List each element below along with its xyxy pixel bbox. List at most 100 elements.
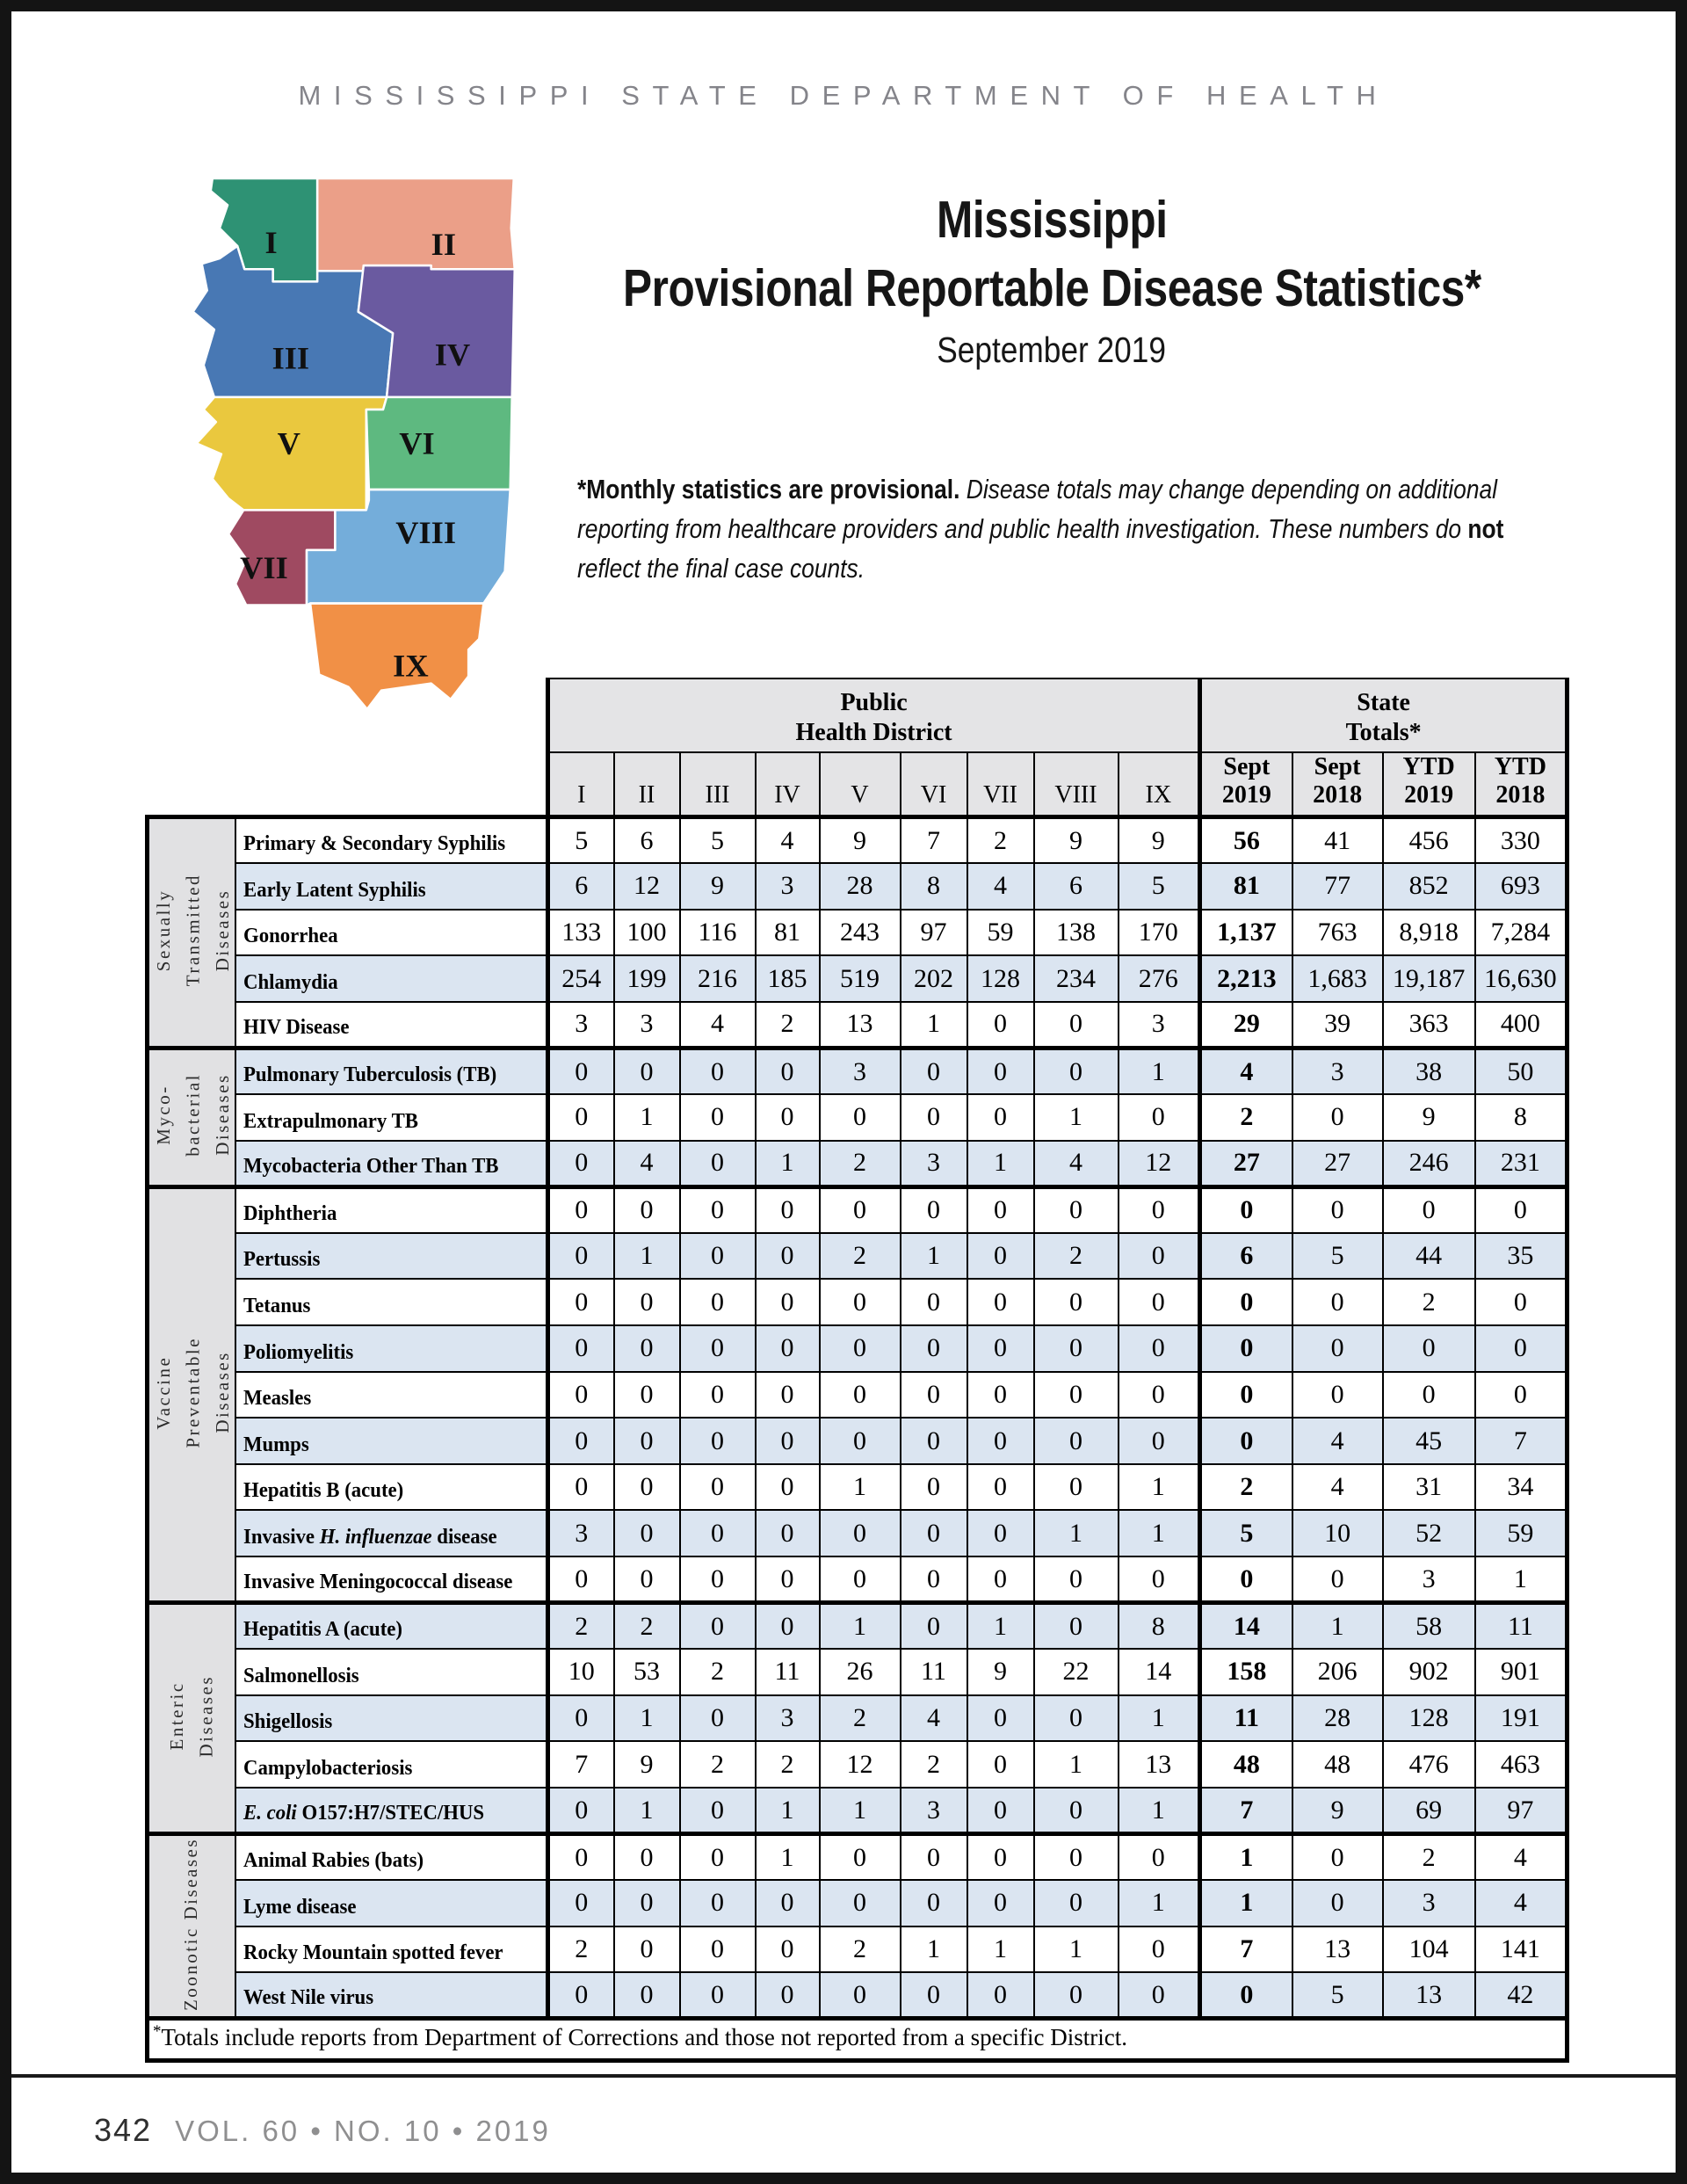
column-header-sept-2018: Sept 2018 xyxy=(1291,751,1384,819)
category-label: Vaccine Preventable Diseases xyxy=(153,1337,234,1448)
value-cell: 2 xyxy=(678,1648,757,1696)
column-header-ytd-2018: YTD 2018 xyxy=(1473,751,1570,819)
value-cell: 0 xyxy=(612,1925,681,1974)
value-cell: 0 xyxy=(899,1462,968,1512)
value-cell: 138 xyxy=(1032,908,1119,957)
value-cell: 97 xyxy=(899,908,968,957)
value-cell: 0 xyxy=(1117,1184,1201,1234)
value-cell: 13 xyxy=(1291,1925,1384,1974)
value-cell: 3 xyxy=(546,1000,615,1049)
value-cell: 0 xyxy=(612,1045,681,1096)
value-cell: 77 xyxy=(1291,862,1384,911)
value-cell: 0 xyxy=(612,1324,681,1373)
value-cell: 0 xyxy=(612,1832,681,1882)
category-label: Sexually Transmitted Diseases xyxy=(153,874,234,987)
value-cell: 5 xyxy=(1117,862,1201,911)
table-body: Sexually Transmitted Diseases Primary & S… xyxy=(145,815,1570,2020)
disease-name-cell: Pulmonary Tuberculosis (TB) xyxy=(234,1045,549,1096)
value-cell: 14 xyxy=(1117,1648,1201,1696)
value-cell: 0 xyxy=(1032,1000,1119,1049)
value-cell: 0 xyxy=(966,1278,1035,1327)
value-cell: 0 xyxy=(1117,1093,1201,1142)
value-cell: 254 xyxy=(546,954,615,1003)
value-cell: 0 xyxy=(678,1786,757,1835)
value-cell: 2 xyxy=(546,1600,615,1651)
value-cell: 11 xyxy=(1198,1694,1293,1743)
value-cell: 476 xyxy=(1381,1740,1476,1789)
value-cell: 1 xyxy=(1032,1740,1119,1789)
value-cell: 0 xyxy=(546,1139,615,1188)
value-cell: 31 xyxy=(1381,1462,1476,1512)
value-cell: 0 xyxy=(678,1556,757,1604)
value-cell: 22 xyxy=(1032,1648,1119,1696)
value-cell: 8 xyxy=(1117,1600,1201,1651)
value-cell: 2 xyxy=(966,815,1035,865)
value-cell: 0 xyxy=(546,1879,615,1927)
column-header-iv: IV xyxy=(754,751,821,819)
table-row: Zoonotic Diseases Animal Rabies (bats) 0 0 0… xyxy=(145,1832,1570,2020)
value-cell: 0 xyxy=(1291,1278,1384,1327)
value-cell: 6 xyxy=(1198,1231,1293,1281)
value-cell: 6 xyxy=(612,815,681,865)
value-cell: 28 xyxy=(1291,1694,1384,1743)
value-cell: 10 xyxy=(1291,1509,1384,1557)
value-cell: 0 xyxy=(1032,1045,1119,1096)
value-cell: 1 xyxy=(1117,1509,1201,1557)
value-cell: 246 xyxy=(1381,1139,1476,1188)
value-cell: 12 xyxy=(818,1740,901,1789)
value-cell: 29 xyxy=(1198,1000,1293,1049)
value-cell: 0 xyxy=(966,1971,1035,2020)
value-cell: 1 xyxy=(966,1925,1035,1974)
table-row: HIV Disease 3 3 4 2 13 1 0 0 3 29 39 363 400 xyxy=(148,1000,1570,1049)
value-cell: 0 xyxy=(1117,1370,1201,1419)
value-cell: 0 xyxy=(899,1509,968,1557)
value-cell: 48 xyxy=(1198,1740,1293,1789)
column-header-vii: VII xyxy=(966,751,1035,819)
disease-name-cell: Invasive H. influenzae disease xyxy=(234,1509,549,1557)
disease-name-cell: Salmonellosis xyxy=(234,1648,549,1696)
value-cell: 0 xyxy=(1117,1231,1201,1281)
value-cell: 0 xyxy=(966,1324,1035,1373)
value-cell: 0 xyxy=(1198,1324,1293,1373)
value-cell: 0 xyxy=(1291,1184,1384,1234)
value-cell: 0 xyxy=(754,1278,821,1327)
value-cell: 1 xyxy=(1032,1509,1119,1557)
disease-name-cell: Hepatitis B (acute) xyxy=(234,1462,549,1512)
value-cell: 3 xyxy=(1381,1879,1476,1927)
value-cell: 1 xyxy=(966,1600,1035,1651)
value-cell: 59 xyxy=(1473,1509,1570,1557)
value-cell: 4 xyxy=(1198,1045,1293,1096)
value-cell: 0 xyxy=(1032,1786,1119,1835)
value-cell: 0 xyxy=(754,1184,821,1234)
table-row: Poliomyelitis 0 0 0 0 0 0 0 0 0 0 0 0 0 xyxy=(148,1324,1570,1373)
note-segment: *Monthly statistics are provisional. xyxy=(577,475,960,504)
header-spacer xyxy=(235,678,548,752)
district-vii-label: VII xyxy=(240,550,288,585)
value-cell: 0 xyxy=(1117,1556,1201,1604)
value-cell: 0 xyxy=(546,1278,615,1327)
value-cell: 3 xyxy=(1117,1000,1201,1049)
value-cell: 16,630 xyxy=(1473,954,1570,1003)
value-cell: 0 xyxy=(612,1462,681,1512)
value-cell: 7 xyxy=(1473,1417,1570,1465)
value-cell: 2 xyxy=(546,1925,615,1974)
value-cell: 35 xyxy=(1473,1231,1570,1281)
value-cell: 11 xyxy=(1473,1600,1570,1651)
header-spacer xyxy=(148,678,235,752)
disease-name-cell: Rocky Mountain spotted fever xyxy=(234,1925,549,1974)
disease-name-cell: Tetanus xyxy=(234,1278,549,1327)
value-cell: 50 xyxy=(1473,1045,1570,1096)
value-cell: 0 xyxy=(1291,1879,1384,1927)
value-cell: 9 xyxy=(818,815,901,865)
column-header-row: I II III IV V VI VII VIII IX Sept 2019 Sept 2018 YT… xyxy=(148,751,1570,819)
column-header-vi: VI xyxy=(899,751,968,819)
value-cell: 116 xyxy=(678,908,757,957)
value-cell: 0 xyxy=(818,1184,901,1234)
value-cell: 1 xyxy=(1117,1045,1201,1096)
column-header-i: I xyxy=(546,751,615,819)
value-cell: 0 xyxy=(899,1324,968,1373)
category-label-cell: Sexually Transmitted Diseases xyxy=(145,815,236,1049)
value-cell: 191 xyxy=(1473,1694,1570,1743)
value-cell: 1,137 xyxy=(1198,908,1293,957)
disease-name-cell: Pertussis xyxy=(234,1231,549,1281)
